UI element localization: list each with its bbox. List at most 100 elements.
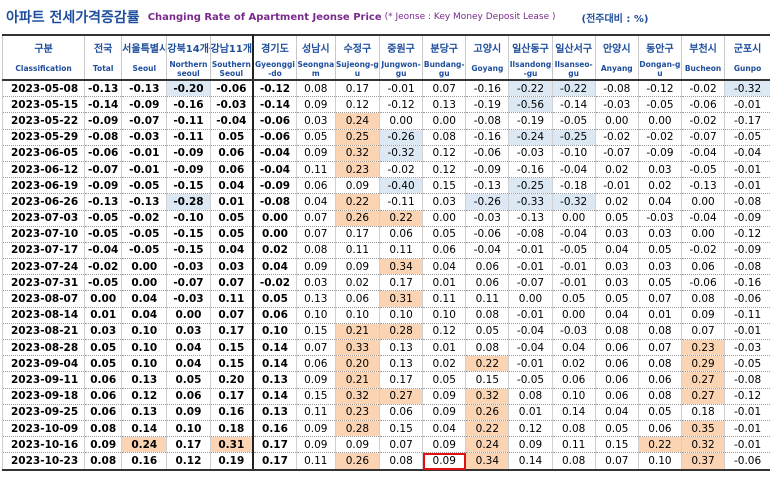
rate-cell: -0.07 <box>84 161 122 179</box>
rate-cell: -0.32 <box>724 80 770 98</box>
rate-cell: 0.23 <box>334 161 380 179</box>
rate-cell: 0.05 <box>637 274 682 292</box>
row-date: 2023-07-03 <box>1 210 85 227</box>
rate-cell: -0.13 <box>121 80 167 98</box>
rate-cell: 0.04 <box>252 258 297 276</box>
rate-cell: -0.20 <box>166 80 211 98</box>
header-ko-bucheon: 부천시 <box>680 34 725 58</box>
rate-cell: 0.04 <box>637 193 682 211</box>
rate-cell: 0.05 <box>166 371 211 389</box>
header-en-southern-seoul: Southern Seoul <box>209 58 255 81</box>
rate-cell: 0.10 <box>252 323 297 341</box>
header-ko-ilsandong: 일산동구 <box>508 34 553 58</box>
rate-cell: -0.01 <box>121 145 167 162</box>
rate-cell: -0.13 <box>121 193 167 211</box>
header-en-goyang: Goyang <box>465 58 509 81</box>
row-date: 2023-08-07 <box>1 290 85 308</box>
rate-cell: -0.01 <box>724 404 770 421</box>
row-date: 2023-10-23 <box>1 452 85 471</box>
header-en-dongan: Dongan-gu <box>637 58 682 81</box>
rate-cell: -0.01 <box>594 177 639 195</box>
rate-cell: 0.07 <box>637 339 682 357</box>
rate-cell: 0.07 <box>295 210 336 227</box>
rate-cell: -0.05 <box>84 210 122 227</box>
rate-cell: 0.02 <box>551 355 596 373</box>
rate-cell: 0.00 <box>637 112 682 130</box>
rate-cell: 0.03 <box>295 112 336 130</box>
rate-cell: 0.05 <box>594 210 639 227</box>
rate-cell: 0.04 <box>121 307 167 324</box>
rate-cell: 0.06 <box>594 388 639 405</box>
rate-cell: 0.05 <box>594 420 639 438</box>
rate-cell: 0.05 <box>594 290 639 308</box>
rate-cell: 0.04 <box>422 258 466 276</box>
rate-cell: 0.10 <box>378 307 423 324</box>
table-row: 2023-06-19 -0.09 -0.05 -0.15 0.04 -0.09 0.06 0.… <box>1 177 770 195</box>
rate-cell: 0.05 <box>252 290 297 308</box>
row-date: 2023-10-16 <box>1 436 85 454</box>
rate-cell: -0.15 <box>166 226 211 243</box>
rate-cell: -0.01 <box>551 274 596 292</box>
rate-cell: 0.20 <box>209 371 255 389</box>
table-row: 2023-07-31 -0.05 0.00 -0.07 0.07 -0.02 0.03 0.0… <box>1 274 770 292</box>
rate-cell: 0.27 <box>680 371 725 389</box>
header-en-gyeonggi: Gyeonggi-do <box>252 58 297 81</box>
rate-cell: -0.10 <box>551 145 596 162</box>
rate-cell: 0.06 <box>252 307 297 324</box>
rate-cell: -0.01 <box>508 242 553 260</box>
rate-cell: 0.05 <box>209 129 255 146</box>
rate-cell: 0.03 <box>637 161 682 179</box>
rate-cell: -0.06 <box>465 145 509 162</box>
header-ko-classification: 구분 <box>1 34 85 58</box>
rate-cell: 0.08 <box>295 242 336 260</box>
title-unit: (전주대비 : %) <box>581 13 649 25</box>
rate-cell: -0.05 <box>508 371 553 389</box>
rate-cell: 0.17 <box>378 371 423 389</box>
rate-cell: 0.09 <box>422 404 466 421</box>
rate-cell: 0.05 <box>637 242 682 260</box>
rate-cell: 0.05 <box>209 210 255 227</box>
rate-cell: 0.10 <box>121 339 167 357</box>
rate-cell: 0.15 <box>594 436 639 454</box>
rate-cell: -0.17 <box>724 112 770 130</box>
rate-cell: 0.17 <box>166 436 211 454</box>
row-date: 2023-08-21 <box>1 323 85 341</box>
rate-cell: 0.14 <box>252 339 297 357</box>
rate-cell: -0.02 <box>84 258 122 276</box>
report-title: 아파트 전세가격증감률 Changing Rate of Apartment J… <box>0 0 773 34</box>
rate-cell: -0.13 <box>508 210 553 227</box>
row-date: 2023-09-25 <box>1 404 85 421</box>
table-body: 2023-05-08 -0.13 -0.13 -0.20 -0.06 -0.12 0.08 0… <box>1 80 770 471</box>
rate-cell: -0.03 <box>637 210 682 227</box>
rate-cell: 0.08 <box>84 452 122 471</box>
rate-cell: -0.16 <box>465 80 509 98</box>
rate-cell: -0.16 <box>166 96 211 114</box>
table-row: 2023-09-18 0.06 0.12 0.06 0.17 0.14 0.15 0.32 0.… <box>1 388 770 405</box>
rate-cell: 0.09 <box>334 177 380 195</box>
rate-cell: -0.03 <box>166 290 211 308</box>
table-row: 2023-05-15 -0.14 -0.09 -0.16 -0.03 -0.14 0.09 0… <box>1 96 770 114</box>
rate-cell: -0.06 <box>252 112 297 130</box>
rate-cell: 0.05 <box>637 404 682 421</box>
rate-cell: -0.02 <box>680 242 725 260</box>
rate-cell: 0.08 <box>508 388 553 405</box>
rate-cell: -0.11 <box>724 307 770 324</box>
rate-cell: 0.00 <box>166 307 211 324</box>
rate-cell: 0.04 <box>594 307 639 324</box>
rate-cell: 0.28 <box>334 420 380 438</box>
rate-cell: 0.09 <box>334 258 380 276</box>
rate-cell: 0.12 <box>422 161 466 179</box>
rate-cell: -0.02 <box>680 112 725 130</box>
header-ko-gyeonggi: 경기도 <box>252 34 297 58</box>
header-ko-gunpo: 군포시 <box>724 34 770 58</box>
rate-cell: 0.02 <box>637 177 682 195</box>
rate-cell: 0.06 <box>422 242 466 260</box>
row-date: 2023-09-04 <box>1 355 85 373</box>
row-date: 2023-07-17 <box>1 242 85 260</box>
table-row: 2023-07-17 -0.04 -0.05 -0.15 0.04 0.02 0.08 0.1… <box>1 242 770 260</box>
header-en-sujeong: Sujeong-gu <box>334 58 380 81</box>
rate-cell: -0.05 <box>680 161 725 179</box>
rate-cell: 0.12 <box>334 96 380 114</box>
rate-cell: 0.03 <box>637 226 682 243</box>
rate-cell: 0.11 <box>295 404 336 421</box>
